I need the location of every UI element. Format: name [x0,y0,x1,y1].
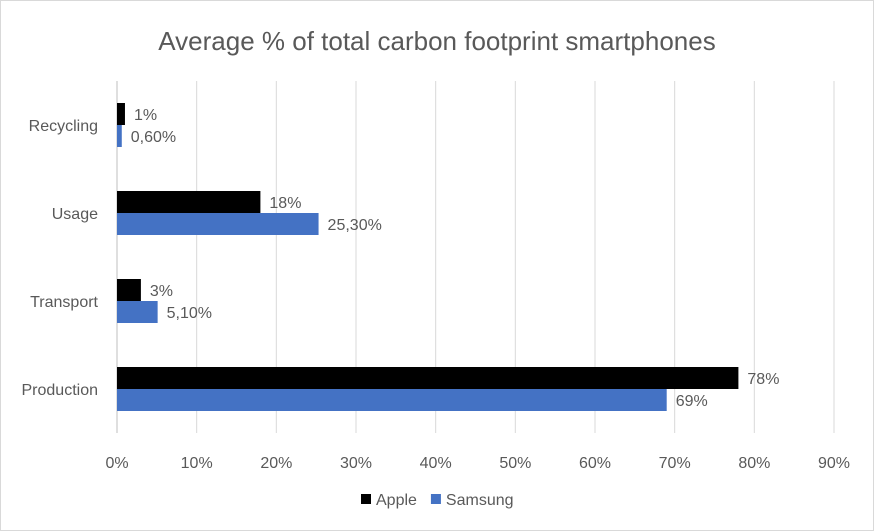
category-label: Recycling [29,118,98,135]
bar-apple [117,279,141,301]
chart-title: Average % of total carbon footprint smar… [158,26,715,56]
data-label: 18% [269,195,301,212]
legend-swatch-samsung [430,494,441,504]
x-tick-label: 10% [181,455,213,472]
data-label: 1% [134,107,157,124]
legend-label: Apple [376,492,417,509]
data-label: 5,10% [167,305,212,322]
data-label: 69% [676,393,708,410]
bar-samsung [117,125,122,147]
bar-apple [117,103,125,125]
category-label: Usage [52,206,98,223]
data-label: 0,60% [131,129,176,146]
x-tick-label: 70% [659,455,691,472]
category-label: Production [22,382,99,399]
legend-label: Samsung [446,492,514,509]
x-tick-label: 90% [818,455,850,472]
data-label: 25,30% [328,217,382,234]
x-tick-label: 20% [260,455,292,472]
bar-samsung [117,389,667,411]
x-tick-label: 50% [499,455,531,472]
x-tick-label: 0% [105,455,128,472]
bar-apple [117,191,261,213]
legend-swatch-apple [361,494,371,504]
x-tick-label: 30% [340,455,372,472]
bar-samsung [117,213,319,235]
data-label: 3% [150,283,173,300]
bar-samsung [117,301,158,323]
x-tick-label: 80% [738,455,770,472]
bar-apple [117,367,739,389]
data-label: 78% [747,371,779,388]
category-label: Transport [30,294,98,311]
x-tick-label: 60% [579,455,611,472]
x-tick-label: 40% [420,455,452,472]
